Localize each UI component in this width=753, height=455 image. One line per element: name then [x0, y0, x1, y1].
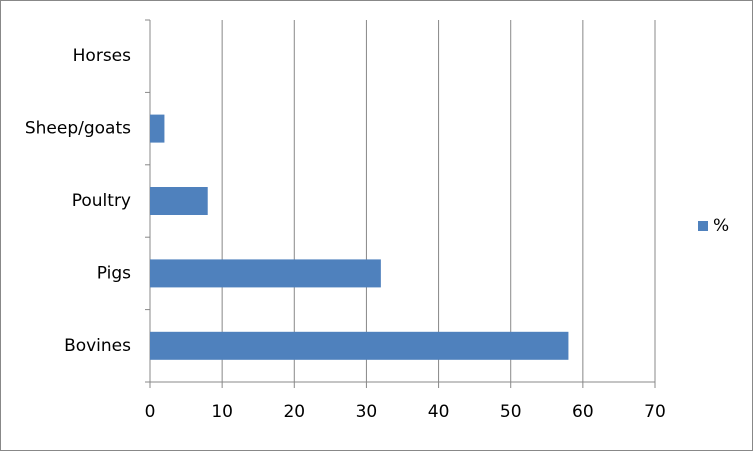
- x-tick-label: 50: [500, 402, 522, 422]
- x-tick-label: 30: [356, 402, 378, 422]
- y-tick-label: Pigs: [97, 263, 131, 283]
- y-tick-label: Horses: [73, 46, 131, 66]
- bar: [150, 331, 569, 360]
- bar: [150, 114, 165, 143]
- bar: [150, 187, 208, 215]
- y-tick-label: Poultry: [72, 191, 131, 211]
- x-tick-label: 10: [211, 402, 233, 422]
- x-tick-label: 60: [572, 402, 594, 422]
- y-tick-label: Bovines: [64, 336, 131, 356]
- x-tick-label: 70: [644, 402, 666, 422]
- x-tick-label: 40: [428, 402, 450, 422]
- legend-label: %: [713, 216, 729, 236]
- bar: [150, 259, 381, 288]
- legend-swatch: [698, 221, 708, 231]
- x-tick-label: 20: [283, 402, 305, 422]
- y-tick-label: Sheep/goats: [25, 119, 131, 139]
- x-tick-label: 0: [145, 402, 156, 422]
